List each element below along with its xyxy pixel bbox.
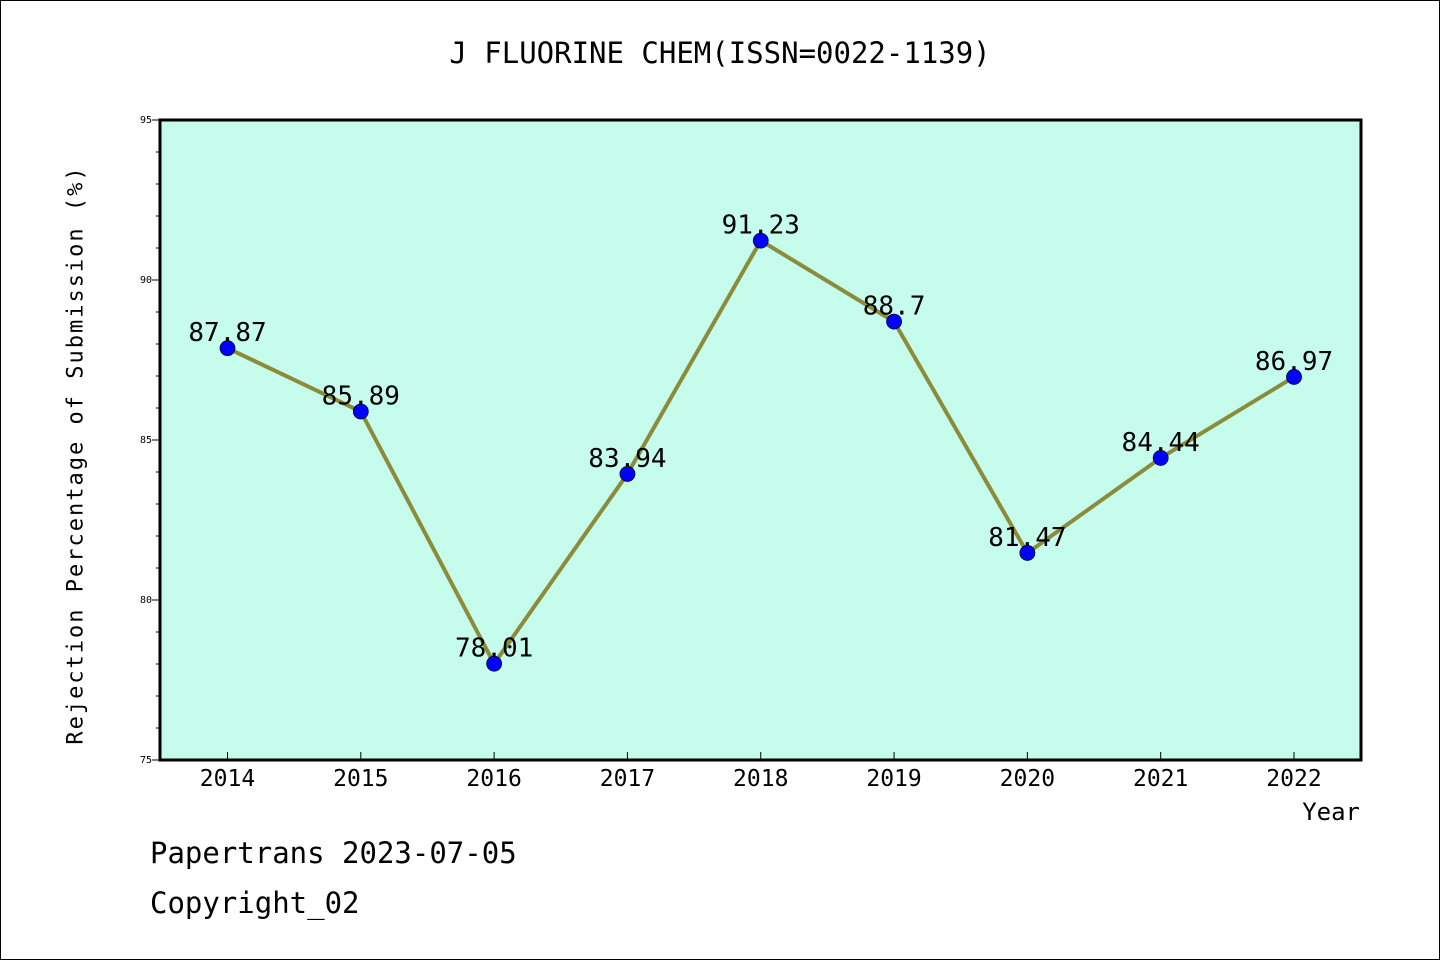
data-label: 86.97 xyxy=(1255,347,1333,377)
y-tick-label: 75 xyxy=(140,755,152,766)
x-tick-label: 2020 xyxy=(1000,766,1055,792)
data-labels: 87.87 85.89 78.01 83.94 91.23 88.7 81.47 84.44 8… xyxy=(188,211,1333,664)
data-point xyxy=(619,466,636,482)
data-label: 84.44 xyxy=(1122,428,1200,458)
x-axis: 2014 2015 2016 2017 2018 2019 2020 2021 2022 xyxy=(200,752,1322,792)
chart-title: J FLUORINE CHEM(ISSN=0022-1139) xyxy=(449,36,991,70)
data-point xyxy=(352,403,369,420)
data-label: 87.87 xyxy=(188,318,266,348)
footer-copyright: Copyright_02 xyxy=(150,886,360,920)
x-tick-label: 2021 xyxy=(1133,766,1188,792)
x-tick-label: 2015 xyxy=(333,766,388,792)
data-point xyxy=(486,655,503,672)
data-label: 91.23 xyxy=(722,211,800,241)
data-label: 81.47 xyxy=(988,523,1066,553)
y-tick-label: 90 xyxy=(140,275,152,286)
x-axis-label: Year xyxy=(1302,798,1360,826)
data-point xyxy=(1286,369,1302,385)
x-tick-label: 2019 xyxy=(866,766,921,792)
data-label: 85.89 xyxy=(322,382,400,412)
y-tick-label: 80 xyxy=(140,595,152,606)
x-tick-label: 2016 xyxy=(466,766,521,792)
footer-source: Papertrans 2023-07-05 xyxy=(150,836,517,870)
data-label: 78.01 xyxy=(455,634,533,664)
y-tick-label: 95 xyxy=(140,115,152,126)
data-label: 88.7 xyxy=(863,292,926,322)
data-label: 83.94 xyxy=(588,444,666,474)
data-point xyxy=(752,232,769,249)
x-tick-label: 2017 xyxy=(600,766,655,792)
y-axis: 75 80 85 90 95 xyxy=(140,115,160,766)
plot-area xyxy=(158,118,1363,762)
data-point xyxy=(219,340,236,357)
x-tick-label: 2018 xyxy=(733,766,788,792)
data-point xyxy=(1152,450,1169,466)
series-line-group xyxy=(219,232,1302,672)
data-point xyxy=(886,313,902,330)
x-tick-label: 2014 xyxy=(200,766,255,792)
x-tick-label: 2022 xyxy=(1266,766,1321,792)
data-point xyxy=(1019,545,1036,561)
y-tick-label: 85 xyxy=(140,435,152,446)
